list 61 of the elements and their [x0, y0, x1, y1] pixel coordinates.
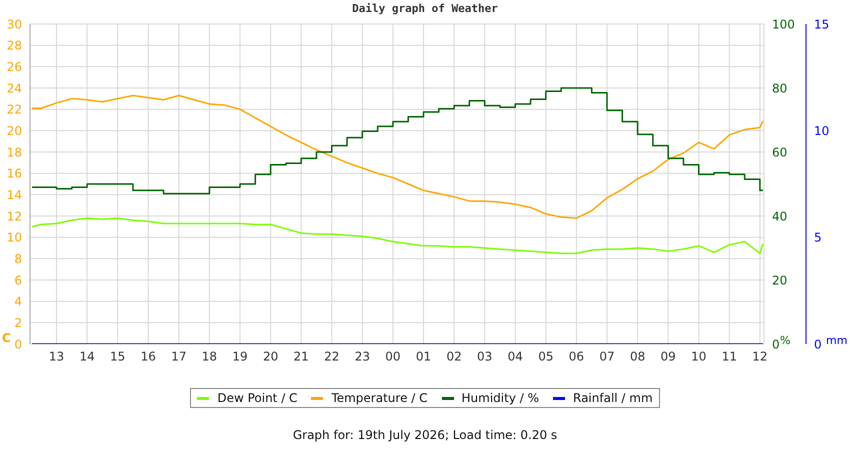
y-tick-label: 10	[6, 230, 22, 245]
y-tick-label: 16	[6, 166, 22, 181]
text: Graph for: 19th July 2026; Load time: 0.20 s	[292, 428, 558, 442]
y2-tick-label: 40	[772, 209, 788, 224]
x-tick-label: 04	[508, 350, 523, 364]
line-series	[31, 217, 764, 254]
y2-tick-label: 0	[772, 337, 780, 352]
x-tick-label: 03	[477, 350, 492, 364]
y-tick-label: 22	[6, 102, 22, 117]
x-tick-label: 11	[722, 350, 737, 364]
legend-label: Temperature / C	[331, 391, 428, 405]
x-tick-label: 16	[140, 350, 156, 364]
y-tick-label: 20	[6, 124, 22, 138]
y3-tick-label: 5	[814, 230, 822, 245]
legend-label: Rainfall / mm	[573, 391, 653, 405]
x-tick-label: 01	[416, 350, 432, 364]
x-tick-label: 22	[324, 350, 340, 364]
y3-tick-label: 15	[814, 17, 830, 32]
y-tick-label: 26	[6, 60, 22, 74]
x-tick-label: 02	[446, 350, 462, 364]
chart-title: Daily graph of Weather	[351, 1, 499, 15]
x-tick-label: 00	[385, 350, 401, 364]
x-tick-label: 08	[630, 350, 646, 364]
legend-label: Humidity / %	[462, 391, 539, 405]
x-tick-label: 07	[599, 350, 615, 364]
y3-tick-label: 0	[814, 337, 822, 352]
y-tick-label: 18	[6, 145, 22, 160]
y-tick-label: 2	[14, 316, 22, 330]
y2-tick-label: 20	[772, 273, 788, 288]
x-tick-label: 23	[354, 350, 370, 364]
x-tick-label: 14	[79, 350, 95, 364]
legend-label: Dew Point / C	[217, 391, 298, 405]
x-tick-label: 19	[232, 350, 248, 364]
x-tick-label: 06	[568, 350, 584, 364]
x-tick-label: 13	[48, 350, 64, 364]
x-tick-label: 18	[202, 350, 218, 364]
x-tick-label: 10	[691, 350, 706, 364]
y-tick-label: 24	[6, 81, 22, 96]
y-tick-label: 30	[6, 17, 22, 32]
y-tick-label: 0	[14, 337, 22, 352]
x-tick-label: 05	[538, 350, 554, 364]
y2-tick-label: 60	[772, 145, 788, 160]
y-tick-label: 14	[6, 188, 22, 202]
y2-tick-label: 100	[772, 17, 795, 32]
x-tick-label: 17	[171, 350, 186, 364]
y-axis-title: C	[2, 331, 11, 345]
y-tick-label: 6	[14, 273, 22, 288]
x-tick-label: 21	[294, 350, 309, 364]
y3-axis-title: mm	[826, 334, 848, 347]
y-tick-label: 28	[6, 38, 22, 53]
y3-tick-label: 10	[814, 124, 830, 138]
y2-tick-label: 80	[772, 81, 788, 96]
y-tick-label: 12	[6, 209, 22, 224]
line-series	[31, 94, 764, 219]
y-tick-label: 4	[14, 294, 22, 309]
y-tick-label: 8	[14, 252, 22, 266]
x-tick-label: 20	[262, 350, 278, 364]
x-tick-label: 12	[752, 350, 768, 364]
x-tick-label: 09	[660, 350, 676, 364]
x-tick-label: 15	[110, 350, 126, 364]
y2-axis-title: %	[780, 334, 790, 347]
